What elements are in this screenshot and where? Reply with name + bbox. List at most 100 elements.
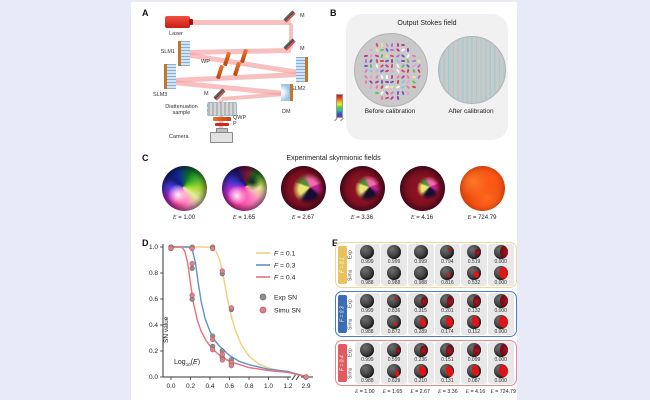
math-symbol: E [232, 215, 237, 221]
polarization-mark [390, 49, 395, 52]
optical-setup-diagram: Laser M M SLM1 WP SLM2 SLM3 DM M Diatten… [131, 2, 517, 400]
sn-value: 0.000 [494, 279, 507, 286]
sphere-cell: 0.315 [408, 293, 434, 315]
math-symbol: E [467, 215, 472, 221]
panel-d-label: D [142, 238, 149, 248]
polarization-mark [400, 53, 406, 58]
red-defect-patch [395, 347, 400, 354]
sn-sphere-image [467, 342, 482, 357]
polarization-mark [369, 58, 374, 64]
polarization-mark [411, 59, 416, 63]
red-defect-patch [475, 248, 481, 257]
sn-sphere-image [413, 293, 428, 308]
polarization-mark [406, 69, 410, 74]
sphere-cell: 0.999 [355, 244, 381, 266]
polarization-mark [369, 48, 374, 52]
sphere-cell: 0.112 [461, 314, 487, 336]
sn-value: 0.315 [414, 307, 427, 314]
red-defect-patch [499, 293, 508, 308]
polarization-mark [380, 95, 383, 100]
sphere-cell: 0.519 [461, 244, 487, 266]
qwp-label: QWP [233, 115, 247, 121]
red-defect-patch [472, 296, 481, 307]
red-defect-patch [472, 344, 481, 356]
sn-sphere-image [493, 314, 508, 329]
math-symbol: E [465, 389, 469, 395]
polarization-mark [400, 43, 406, 47]
polarization-mark [363, 54, 369, 57]
polarization-mark [379, 85, 384, 90]
red-defect-patch [394, 322, 397, 326]
sphere-cell: 0.289 [408, 314, 434, 336]
row-labels: Exp Simu [347, 293, 354, 335]
e-column-labels: E = 1.00 E = 1.65 E = 2.67 E = 3.36 E = 4.16… [335, 389, 517, 395]
red-defect-patch [448, 248, 451, 251]
sphere-cell: 0.000 [488, 244, 514, 266]
polarization-mark [364, 58, 367, 63]
e-column: 0.999 0.988 [407, 244, 434, 286]
y-tick-label: 0.0 [149, 374, 158, 381]
e-column: 0.236 0.210 [407, 342, 434, 384]
y-tick-label: 0.8 [149, 270, 158, 277]
skyrmion-field-image [459, 166, 505, 211]
polarization-mark [411, 69, 416, 74]
sn-value: 0.999 [361, 258, 374, 265]
sn-value-chart: 0.0 0.2 0.4 0.6 0.8 1.0 1.2 2.9 0.0 0.2 0.4 0.6 0.8 1… [149, 244, 313, 390]
sphere-cell: 0.000 [488, 265, 514, 287]
red-defect-patch [446, 296, 454, 307]
polarization-mark [374, 53, 379, 58]
qwp-icon [213, 117, 231, 121]
y-axis-label: SN value [163, 316, 170, 343]
mirror-label: M [300, 46, 305, 52]
e-column: 0.000 0.000 [487, 293, 514, 335]
e-column-label: E = 724.79 [490, 389, 516, 395]
e-column: 0.000 0.000 [487, 244, 514, 287]
slm1-icon [178, 41, 190, 66]
sn-value: 0.236 [414, 356, 427, 363]
polarization-mark [374, 80, 379, 84]
skyrmion-label: E = 2.67 [291, 215, 315, 221]
polarization-mark [416, 74, 421, 79]
sn-value: 0.999 [361, 307, 374, 314]
sn-value: 0.836 [387, 307, 401, 314]
sn-sphere-table: F = 0.1 Exp Simu 0.999 0.988 0.999 0.988 0.999 0… [335, 242, 517, 400]
polarization-mark [363, 69, 368, 74]
laser-beam [190, 19, 291, 25]
red-defect-patch [470, 364, 481, 377]
polarization-mark [417, 58, 421, 64]
row-label: Exp [347, 250, 354, 259]
sn-value: 0.999 [414, 258, 427, 265]
mirror-label: M [300, 13, 305, 19]
sn-sphere-image [413, 314, 428, 329]
polarization-mark [400, 74, 406, 79]
sn-sphere-image [387, 293, 401, 308]
sphere-cell: 0.000 [488, 342, 514, 364]
sn-value: 0.151 [441, 356, 454, 363]
polarization-mark [380, 53, 384, 58]
panel-a-label: A [142, 8, 149, 18]
polarization-mark [379, 69, 385, 74]
polarization-mark [374, 63, 379, 69]
sphere-cell: 0.999 [408, 244, 434, 266]
polarization-mark [390, 80, 395, 84]
polarization-mark [379, 59, 384, 62]
row-label: Simu [347, 318, 354, 331]
before-calibration-field [354, 33, 428, 107]
e-column: 0.099 0.087 [461, 342, 487, 384]
polarization-mark [369, 53, 373, 58]
sphere-cell: 0.999 [355, 342, 381, 364]
e-column: 0.999 0.988 [354, 293, 381, 335]
row-labels: Exp Simu [347, 342, 354, 384]
slm3-label: SLM3 [153, 92, 168, 98]
f-group-F = 0.1: F = 0.1 Exp Simu 0.999 0.988 0.999 0.988 0.999 0… [335, 242, 517, 288]
sphere-cell: 0.988 [355, 265, 381, 287]
skyrmion-label: E = 1.00 [172, 215, 196, 221]
sphere-cell: 0.151 [435, 342, 461, 364]
slm3-icon [164, 64, 176, 89]
math-symbol: E [490, 389, 494, 395]
f-group-F = 0.4: F = 0.4 Exp Simu 0.999 0.988 0.599 0.629 0.236 0… [335, 340, 517, 386]
polarization-mark [396, 79, 400, 85]
dm-icon [281, 84, 293, 101]
sn-sphere-image [440, 314, 455, 329]
